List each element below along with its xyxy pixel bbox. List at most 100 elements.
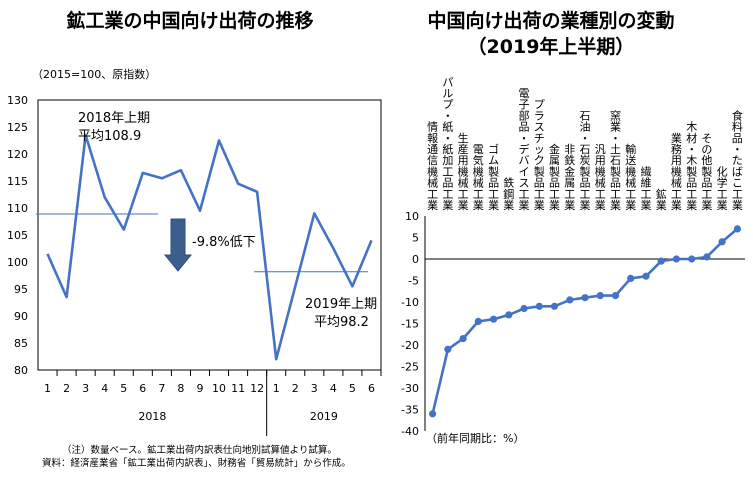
right-y-tick-label: 5 (412, 232, 419, 245)
right-y-tick-label: 10 (405, 210, 419, 223)
left-chart: 鉱工業の中国向け出荷の推移 （2015=100、原指数） 80859095100… (7, 9, 382, 469)
right-y-tick-label: 0 (412, 253, 419, 266)
right-y-tick-label: -25 (401, 361, 419, 374)
right-y-tick-label: -5 (408, 275, 419, 288)
right-category-label: 非鉄金属工業 (564, 143, 575, 212)
right-series-point (520, 304, 528, 313)
right-category-label: 電気機械工業 (473, 143, 484, 212)
right-series-point (611, 292, 620, 300)
right-series-point (535, 302, 543, 310)
right-series-point (490, 315, 498, 323)
avg-2019-label-line2: 平均98.2 (314, 315, 369, 330)
left-y-tick-label: 125 (7, 121, 28, 134)
right-category-label: 木材・木製品工業 (686, 121, 697, 212)
right-category-labels: 情報通信機械工業パルプ・紙・紙加工品工業生産用機械工業電気機械工業ゴム製品工業鉄… (427, 76, 743, 212)
right-series-point (642, 272, 650, 280)
right-y-tick-label: -30 (401, 382, 419, 395)
right-series-point (566, 296, 574, 304)
right-y-tick-label: -10 (401, 296, 419, 309)
right-category-label: 輸送機械工業 (625, 142, 636, 212)
right-series-point (688, 255, 696, 263)
left-chart-unit-label: （2015=100、原指数） (32, 67, 156, 81)
right-category-label: パルプ・紙・紙加工品工業 (442, 76, 453, 212)
left-x-tick-label: 3 (311, 382, 318, 395)
right-chart: 中国向け出荷の業種別の変動 （2019年上半期） 情報通信機械工業パルプ・紙・紙… (401, 9, 745, 445)
right-category-label: その他製品工業 (701, 132, 712, 212)
right-series-point (657, 257, 665, 265)
left-x-tick-label: 2 (292, 382, 299, 395)
right-series-point (444, 345, 452, 353)
right-y-tick-label: -15 (401, 318, 419, 331)
left-x-tick-label: 9 (196, 382, 203, 395)
left-y-axis: 80 85 90 95 100 105 110 115 120 125 130 (7, 94, 28, 377)
right-series-point (429, 410, 437, 418)
left-x-tick-label: 4 (101, 382, 108, 395)
avg-2018-label-line1: 2018年上期 (78, 111, 150, 126)
right-category-label: 化学工業 (717, 164, 728, 212)
right-chart-title-line1: 中国向け出荷の業種別の変動 (427, 9, 674, 32)
left-y-tick-label: 90 (14, 310, 28, 323)
left-average-lines (36, 213, 368, 273)
right-category-label: 鉱業 (656, 187, 667, 212)
right-series-point (505, 311, 513, 319)
left-x-tick-label: 1 (273, 382, 280, 395)
left-y-tick-label: 85 (14, 337, 28, 350)
right-y-label: （前年同期比：%） (426, 431, 524, 445)
left-x-tick-label: 2 (63, 382, 70, 395)
right-series-point (581, 294, 589, 302)
left-y-tick-label: 130 (7, 94, 28, 107)
right-category-label: 電子部品・デバイス工業 (519, 87, 530, 212)
right-category-label: ゴム製品工業 (488, 142, 499, 212)
left-chart-title: 鉱工業の中国向け出荷の推移 (66, 9, 313, 32)
change-label: -9.8%低下 (192, 235, 256, 250)
left-y-tick-label: 80 (14, 364, 28, 377)
left-x-tick-label: 3 (82, 382, 89, 395)
right-series-point (718, 238, 726, 246)
left-x-tick-label: 6 (139, 382, 146, 395)
note-line-1: （注）数量ベース。鉱工業出荷内訳表仕向地別試算値より試算。 (62, 444, 337, 456)
right-category-label: 食料品・たばこ工業 (732, 108, 743, 212)
year-label-2019: 2019 (310, 410, 338, 423)
left-x-tick-label: 7 (158, 382, 165, 395)
left-x-tick-label: 4 (330, 382, 337, 395)
right-category-label: 繊維工業 (641, 165, 652, 212)
right-series-point (459, 335, 467, 343)
left-y-tick-label: 110 (7, 202, 28, 215)
right-series-point (550, 302, 559, 310)
left-y-tick-label: 120 (7, 148, 28, 161)
right-series-point (627, 274, 635, 282)
right-y-tick-label: -20 (401, 339, 419, 352)
left-y-tick-label: 100 (7, 256, 28, 269)
right-y-tick-label: -40 (401, 425, 419, 438)
right-series-markers (429, 225, 742, 418)
right-category-label: 鉄鋼業 (503, 176, 514, 212)
avg-2018-label-line2: 平均108.9 (78, 129, 141, 144)
right-category-label: 生産用機械工業 (458, 131, 469, 212)
right-category-label: プラスチック製品工業 (534, 98, 545, 212)
left-y-tick-label: 95 (14, 283, 28, 296)
right-chart-title-line2: （2019年上半期） (468, 35, 635, 58)
right-series-point (733, 225, 742, 233)
year-label-2018: 2018 (138, 410, 166, 423)
right-category-label: 情報通信機械工業 (427, 121, 438, 212)
left-series-line (46, 133, 373, 361)
right-y-axis: 10 5 0 -5 -10 -15 -20 -25 -30 -35 -40 (401, 210, 419, 438)
right-category-label: 汎用機械工業 (595, 142, 606, 212)
left-x-tick-label: 6 (368, 382, 375, 395)
left-x-tick-label: 5 (349, 382, 356, 395)
right-series-point (703, 253, 711, 261)
left-x-tick-label: 10 (212, 382, 226, 395)
avg-2019-label-line1: 2019年上期 (305, 297, 377, 312)
down-arrow-icon (163, 218, 193, 272)
right-category-label: 業務用機械工業 (671, 132, 682, 212)
right-y-tick-label: -35 (401, 404, 419, 417)
left-x-tick-label: 11 (231, 382, 245, 395)
left-y-tick-label: 105 (7, 229, 28, 242)
note-line-2: 資料：経済産業省「鉱工業出荷内訳表」、財務省「貿易統計」から作成。 (42, 457, 351, 469)
right-series-point (672, 255, 681, 263)
left-x-tick-label: 5 (120, 382, 127, 395)
right-series-point (474, 317, 482, 325)
left-y-tick-label: 115 (7, 175, 28, 188)
